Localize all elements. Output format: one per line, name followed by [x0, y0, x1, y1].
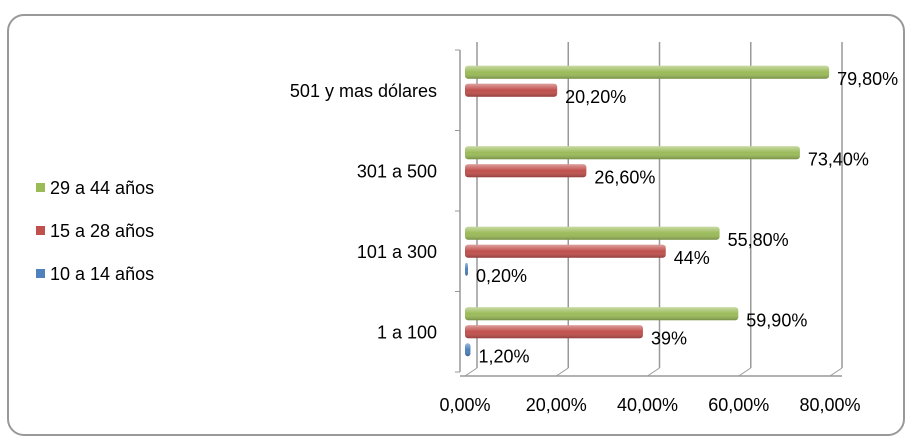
data-label: 73,40%: [808, 150, 869, 170]
legend-swatch: [36, 269, 45, 278]
data-label: 26,60%: [594, 168, 655, 188]
data-label: 44%: [674, 248, 710, 268]
data-label: 59,90%: [746, 311, 807, 331]
data-label: 79,80%: [837, 69, 898, 89]
grid-line: [464, 367, 478, 377]
x-tick-label: 80,00%: [799, 395, 860, 415]
data-label: 0,20%: [476, 266, 527, 286]
legend-swatch: [36, 183, 45, 192]
y-tick-label: 101 a 300: [357, 242, 437, 262]
legend-label: 10 a 14 años: [50, 264, 154, 284]
legend-swatch: [36, 226, 45, 235]
grid-line: [738, 367, 752, 377]
data-label: 55,80%: [728, 230, 789, 250]
data-label: 20,20%: [565, 87, 626, 107]
bar-shade: [465, 83, 558, 97]
legend-label: 29 a 44 años: [50, 178, 154, 198]
y-tick-label: 301 a 500: [357, 162, 437, 182]
grid-line: [555, 367, 569, 377]
grid-line: [647, 367, 660, 377]
data-label: 39%: [651, 329, 687, 349]
y-tick-label: 501 y mas dólares: [290, 81, 437, 101]
bar-shade: [465, 146, 800, 160]
bar-shade: [465, 244, 666, 258]
grid-line: [829, 367, 843, 377]
bar-shade: [465, 164, 587, 178]
x-tick-label: 0,00%: [439, 395, 490, 415]
bar-shade: [465, 307, 739, 321]
legend-label: 15 a 28 años: [50, 221, 154, 241]
x-tick-label: 40,00%: [617, 395, 678, 415]
x-tick-label: 60,00%: [708, 395, 769, 415]
x-tick-label: 20,00%: [526, 395, 587, 415]
bar-shade: [465, 343, 471, 357]
bar-shade: [465, 325, 643, 339]
bar-shade: [465, 262, 468, 276]
chart-frame: [7, 14, 905, 436]
y-tick-label: 1 a 100: [377, 323, 437, 343]
data-label: 1,20%: [478, 347, 529, 367]
bar-shade: [465, 226, 720, 240]
bar-shade: [465, 65, 830, 79]
